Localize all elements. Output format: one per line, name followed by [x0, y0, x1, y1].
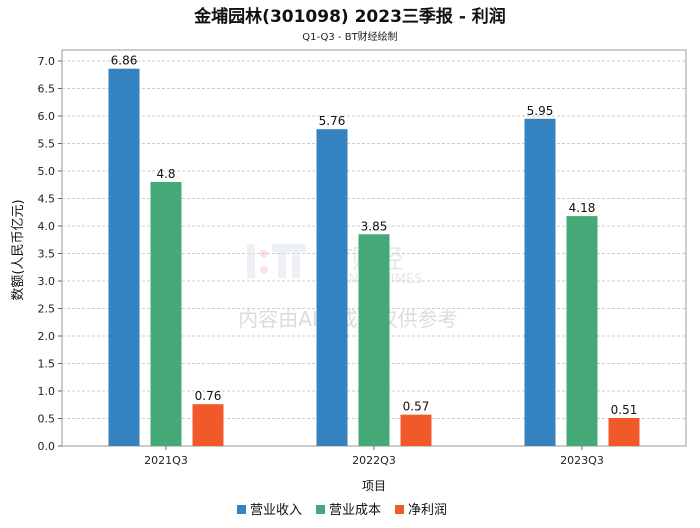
y-tick-label: 2.0	[38, 330, 56, 343]
chart-title: 金埔园林(301098) 2023三季报 - 利润	[193, 6, 506, 27]
bar	[150, 182, 182, 446]
y-tick-label: 1.5	[38, 358, 56, 371]
data-label: 5.76	[319, 114, 346, 128]
y-tick-label: 4.0	[38, 220, 56, 233]
data-label: 5.95	[527, 104, 554, 118]
y-tick-label: 5.5	[38, 138, 56, 151]
legend-swatch	[316, 505, 325, 514]
legend-label: 营业成本	[329, 503, 381, 518]
y-axis-label: 数额(人民币亿元)	[11, 199, 26, 300]
y-tick-label: 0.0	[38, 440, 56, 453]
bar	[108, 68, 140, 446]
data-label: 0.76	[195, 389, 222, 403]
y-tick-label: 6.5	[38, 83, 56, 96]
chart-subtitle: Q1-Q3 - BT财经绘制	[302, 30, 397, 43]
legend-swatch	[395, 505, 404, 514]
data-label: 6.86	[111, 54, 138, 68]
data-label: 0.51	[611, 403, 638, 417]
data-label: 4.18	[569, 201, 596, 215]
y-tick-label: 1.0	[38, 385, 56, 398]
x-tick-label: 2022Q3	[352, 454, 396, 467]
y-tick-label: 0.5	[38, 413, 56, 426]
bar	[524, 118, 556, 446]
legend-label: 营业收入	[250, 503, 302, 518]
bar	[358, 234, 390, 446]
bar	[566, 216, 598, 446]
data-label: 4.8	[156, 167, 175, 181]
watermark-notice: 内容由AI生成，仅供参考	[238, 307, 458, 331]
y-tick-label: 2.5	[38, 303, 56, 316]
bar	[400, 414, 432, 446]
y-tick-label: 4.5	[38, 193, 56, 206]
bar	[316, 129, 348, 446]
x-tick-label: 2023Q3	[560, 454, 604, 467]
y-tick-label: 6.0	[38, 110, 56, 123]
y-tick-label: 7.0	[38, 55, 56, 68]
x-tick-label: 2021Q3	[144, 454, 188, 467]
bar	[608, 417, 640, 446]
data-label: 3.85	[361, 219, 388, 233]
data-label: 0.57	[403, 400, 430, 414]
bar	[192, 404, 224, 446]
y-tick-label: 3.5	[38, 248, 56, 261]
legend-label: 净利润	[408, 503, 447, 518]
y-tick-label: 3.0	[38, 275, 56, 288]
x-axis-label: 项目	[362, 479, 386, 493]
y-tick-label: 5.0	[38, 165, 56, 178]
legend-swatch	[237, 505, 246, 514]
